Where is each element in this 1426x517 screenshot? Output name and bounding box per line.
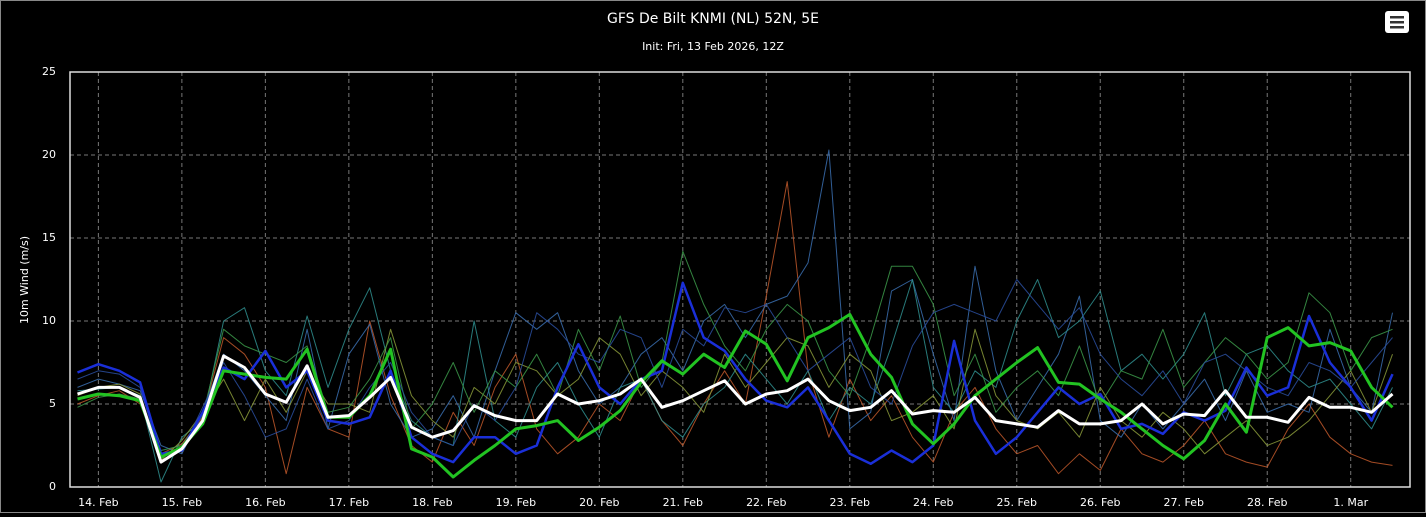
x-tick-label: 16. Feb bbox=[245, 496, 285, 509]
menu-icon-bar bbox=[1390, 16, 1404, 19]
series-line bbox=[77, 149, 1393, 455]
x-tick-label: 20. Feb bbox=[579, 496, 619, 509]
x-tick-label: 26. Feb bbox=[1080, 496, 1120, 509]
x-tick-label: 15. Feb bbox=[162, 496, 202, 509]
menu-button[interactable] bbox=[1385, 11, 1409, 33]
y-axis-label: 10m Wind (m/s) bbox=[18, 236, 31, 324]
x-tick-label: 14. Feb bbox=[78, 496, 118, 509]
x-tick-label: 24. Feb bbox=[913, 496, 953, 509]
chart-subtitle: Init: Fri, 13 Feb 2026, 12Z bbox=[642, 40, 784, 53]
series-line bbox=[77, 354, 1394, 464]
x-tick-label: 18. Feb bbox=[412, 496, 452, 509]
y-tick-label: 15 bbox=[42, 231, 56, 244]
x-tick-label: 17. Feb bbox=[329, 496, 369, 509]
x-tick-label: 21. Feb bbox=[663, 496, 703, 509]
x-tick-label: 28. Feb bbox=[1247, 496, 1287, 509]
x-tick-label: 1. Mar bbox=[1333, 496, 1368, 509]
y-tick-label: 10 bbox=[42, 314, 56, 327]
x-tick-label: 25. Feb bbox=[997, 496, 1037, 509]
chart-title: GFS De Bilt KNMI (NL) 52N, 5E bbox=[607, 11, 819, 27]
y-tick-label: 5 bbox=[49, 397, 56, 410]
menu-icon-bar bbox=[1390, 21, 1404, 24]
x-tick-label: 19. Feb bbox=[496, 496, 536, 509]
series-line bbox=[77, 250, 1393, 451]
series-line bbox=[77, 279, 1393, 458]
series-line bbox=[77, 281, 1394, 466]
x-tick-label: 22. Feb bbox=[746, 496, 786, 509]
y-tick-label: 0 bbox=[49, 480, 56, 493]
y-tick-label: 20 bbox=[42, 148, 56, 161]
menu-icon-bar bbox=[1390, 26, 1404, 29]
x-tick-label: 27. Feb bbox=[1164, 496, 1204, 509]
y-tick-label: 25 bbox=[42, 65, 56, 78]
x-tick-label: 23. Feb bbox=[830, 496, 870, 509]
plot-border bbox=[69, 71, 1411, 488]
series-line bbox=[77, 312, 1394, 479]
